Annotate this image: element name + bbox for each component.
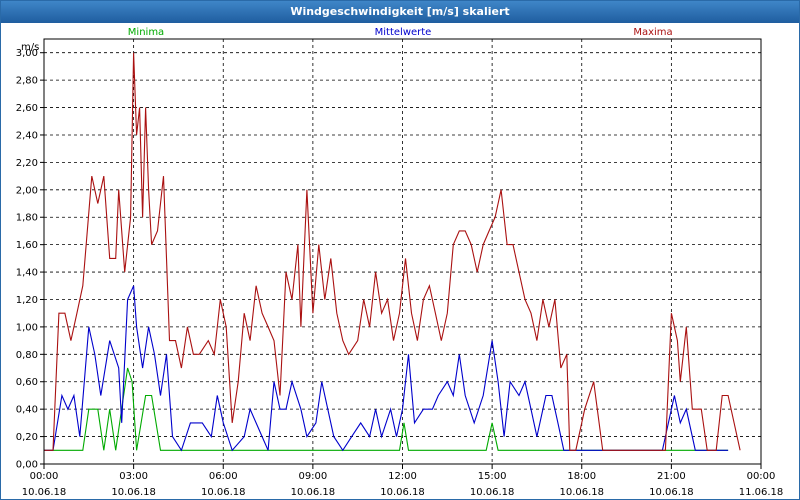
y-tick-label: 0,40 xyxy=(16,405,38,416)
y-tick-label: 0,00 xyxy=(16,460,38,471)
window-title: Windgeschwindigkeit [m/s] skaliert xyxy=(1,1,799,23)
x-tick-time: 09:00 xyxy=(298,471,327,482)
legend: Minima Mittelwerte Maxima xyxy=(128,27,673,38)
x-tick-date: 11.06.18 xyxy=(739,487,784,498)
y-tick-label: 1,60 xyxy=(16,240,38,251)
y-tick-label: 0,80 xyxy=(16,350,38,361)
series-layer xyxy=(44,52,741,452)
x-tick-date: 10.06.18 xyxy=(649,487,694,498)
y-tick-label: 1,40 xyxy=(16,268,38,279)
legend-entry-mittelwerte: Mittelwerte xyxy=(375,27,432,38)
wind-speed-chart: 0,00 0,20 0,40 0,60 0,80 1,00 1,20 1,40 1,60 1,80… xyxy=(16,27,784,498)
y-tick-label: 2,20 xyxy=(16,158,38,169)
x-tick-time: 03:00 xyxy=(119,471,148,482)
legend-entry-maxima: Maxima xyxy=(633,27,672,38)
x-tick-time: 21:00 xyxy=(657,471,686,482)
y-tick-label: 1,00 xyxy=(16,322,38,333)
x-tick-date: 10.06.18 xyxy=(111,487,156,498)
grid-lines xyxy=(40,39,762,469)
series-line-minima xyxy=(44,367,729,451)
x-tick-time: 18:00 xyxy=(567,471,596,482)
y-tick-label: 2,60 xyxy=(16,103,38,114)
x-tick-date: 10.06.18 xyxy=(559,487,604,498)
series-line-mittelwerte xyxy=(44,285,729,452)
y-tick-label: 0,60 xyxy=(16,377,38,388)
x-tick-date: 10.06.18 xyxy=(22,487,67,498)
x-tick-time: 12:00 xyxy=(388,471,417,482)
x-tick-labels: 00:00 10.06.18 03:00 10.06.18 06:00 10.06.18 0… xyxy=(22,471,784,498)
x-tick-date: 10.06.18 xyxy=(201,487,246,498)
y-tick-label: 1,20 xyxy=(16,295,38,306)
y-tick-label: 0,20 xyxy=(16,432,38,443)
x-tick-time: 15:00 xyxy=(478,471,507,482)
x-tick-date: 10.06.18 xyxy=(380,487,425,498)
y-tick-label: 2,40 xyxy=(16,130,38,141)
plot-frame xyxy=(43,38,762,465)
y-tick-label: 2,80 xyxy=(16,76,38,87)
y-tick-label: 3,00 xyxy=(16,48,38,59)
x-tick-date: 10.06.18 xyxy=(291,487,336,498)
y-axis-label: m/s xyxy=(21,42,39,53)
y-tick-label: 1,80 xyxy=(16,213,38,224)
series-line-maxima xyxy=(44,52,741,451)
x-tick-time: 00:00 xyxy=(30,471,59,482)
legend-entry-minima: Minima xyxy=(128,27,164,38)
y-tick-labels: 0,00 0,20 0,40 0,60 0,80 1,00 1,20 1,40 1,60 1,80… xyxy=(16,48,38,470)
x-tick-date: 10.06.18 xyxy=(470,487,515,498)
x-tick-time: 06:00 xyxy=(209,471,238,482)
x-tick-time: 00:00 xyxy=(747,471,776,482)
y-tick-label: 2,00 xyxy=(16,185,38,196)
